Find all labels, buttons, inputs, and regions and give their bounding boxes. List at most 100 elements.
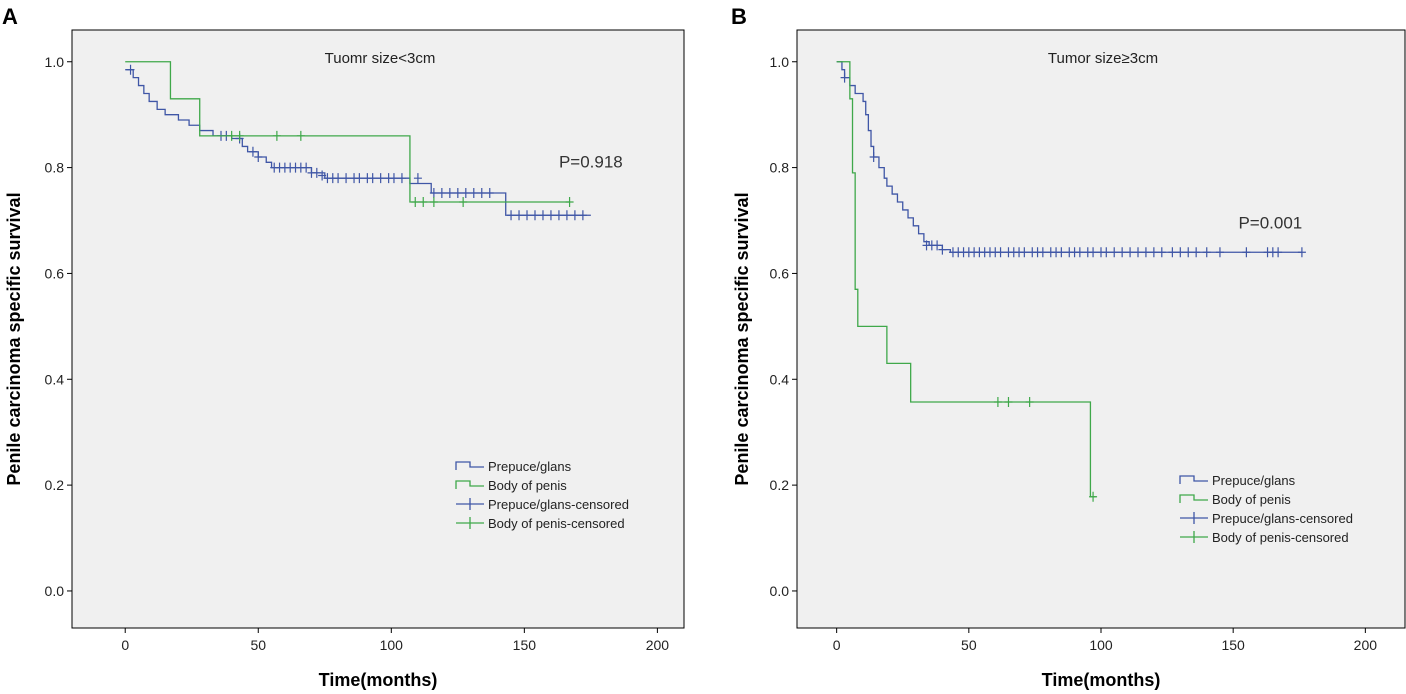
legend-label: Body of penis [488,478,567,493]
legend-item: Prepuce/glans-censored [1180,511,1353,526]
legend-label: Body of penis-censored [1212,530,1349,545]
censor-mark-prepuce-glans [1274,247,1283,258]
censor-mark-prepuce-glans [368,173,377,184]
x-tick-label: 100 [1089,637,1113,653]
censor-mark-body-of-penis [993,397,1002,408]
censor-mark-prepuce-glans [376,173,385,184]
censor-mark-prepuce-glans [1089,247,1098,258]
censor-mark-body-of-penis [227,130,236,141]
censor-mark-prepuce-glans [515,210,524,221]
censor-mark-body-of-penis [296,130,305,141]
panel-letter: A [2,4,18,29]
censor-mark-body-of-penis [411,196,420,207]
censor-mark-body-of-penis [1089,491,1098,502]
censor-mark-prepuce-glans [397,173,406,184]
censor-mark-body-of-penis [235,130,244,141]
y-tick-label: 1.0 [45,54,65,70]
plot-area [796,29,1406,629]
censor-mark-prepuce-glans [570,210,579,221]
legend-swatch [456,517,484,529]
censor-mark-prepuce-glans [445,187,454,198]
legend-item: Body of penis [1179,492,1291,507]
censor-mark-prepuce-glans [453,187,462,198]
legend-item: Prepuce/glans [455,459,572,474]
y-tick-label: 0.0 [45,583,65,599]
legend-swatch [1180,512,1208,524]
censor-mark-body-of-penis [1025,397,1034,408]
censor-mark-body-of-penis [1004,397,1013,408]
censor-mark-prepuce-glans [1215,247,1224,258]
plot-area [71,29,685,629]
censor-mark-prepuce-glans [1118,247,1127,258]
chart-panel-b: B 0.0 0.2 0.4 0.6 0.8 1.0 0 50 100 150 200 Time(mont… [731,4,1406,690]
y-axis-title: Penile carcinoma specific survival [4,192,24,485]
censor-mark-prepuce-glans [1242,247,1251,258]
y-tick-label: 1.0 [770,54,790,70]
x-tick-label: 50 [961,637,977,653]
censor-mark-prepuce-glans [1149,247,1158,258]
censor-mark-body-of-penis [272,130,281,141]
legend-swatch [1180,531,1208,543]
censor-mark-prepuce-glans [461,187,470,198]
x-tick-label: 0 [833,637,841,653]
x-tick-label: 200 [646,637,670,653]
censor-mark-prepuce-glans [248,146,257,157]
censor-mark-prepuce-glans [554,210,563,221]
censor-mark-prepuce-glans [477,187,486,198]
censor-mark-prepuce-glans [318,170,327,181]
legend-item: Body of penis [455,478,567,493]
censor-mark-body-of-penis [419,196,428,207]
censor-mark-prepuce-glans [1202,247,1211,258]
censor-mark-prepuce-glans [1102,247,1111,258]
legend-swatch [1179,494,1208,503]
censor-mark-prepuce-glans [938,244,947,255]
censor-mark-prepuce-glans [1184,247,1193,258]
censor-mark-prepuce-glans [355,173,364,184]
x-tick-label: 50 [250,637,266,653]
p-value: P=0.918 [559,153,623,172]
censor-mark-prepuce-glans [840,72,849,83]
censor-mark-prepuce-glans [1157,247,1166,258]
censor-mark-prepuce-glans [530,210,539,221]
censor-mark-prepuce-glans [546,210,555,221]
censor-mark-prepuce-glans [1297,247,1306,258]
chart-title: Tuomr size<3cm [325,50,436,67]
censor-mark-prepuce-glans [1126,247,1135,258]
legend-swatch [1179,475,1208,484]
legend-item: Prepuce/glans [1179,473,1296,488]
chart-title: Tumor size≥3cm [1048,50,1158,67]
legend-label: Prepuce/glans-censored [488,497,629,512]
legend-label: Body of penis-censored [488,516,625,531]
legend-item: Body of penis-censored [456,516,625,531]
y-tick-label: 0.2 [770,477,790,493]
censor-mark-prepuce-glans [1141,247,1150,258]
x-tick-label: 150 [513,637,537,653]
censor-mark-prepuce-glans [342,173,351,184]
y-tick-label: 0.4 [770,371,790,387]
x-axis-title: Time(months) [1042,670,1161,690]
censor-mark-body-of-penis [565,196,574,207]
legend-swatch [455,461,484,470]
censor-mark-prepuce-glans [254,152,263,163]
censor-mark-body-of-penis [429,196,438,207]
legend-label: Prepuce/glans-censored [1212,511,1353,526]
censor-mark-prepuce-glans [312,167,321,178]
censor-mark-prepuce-glans [1176,247,1185,258]
censor-mark-prepuce-glans [578,210,587,221]
censor-mark-prepuce-glans [1110,247,1119,258]
censor-mark-prepuce-glans [1038,247,1047,258]
censor-mark-prepuce-glans [1134,247,1143,258]
censor-mark-body-of-penis [459,196,468,207]
x-axis-title: Time(months) [319,670,438,690]
series-line-prepuce-glans [836,61,1302,253]
legend-item: Body of penis-censored [1180,530,1349,545]
censor-mark-prepuce-glans [126,64,135,75]
censor-mark-prepuce-glans [933,240,942,251]
censor-mark-prepuce-glans [413,173,422,184]
y-tick-label: 0.8 [770,160,790,176]
legend-item: Prepuce/glans-censored [456,497,629,512]
x-tick-label: 100 [380,637,404,653]
legend-swatch [455,480,484,489]
censor-mark-prepuce-glans [1192,247,1201,258]
